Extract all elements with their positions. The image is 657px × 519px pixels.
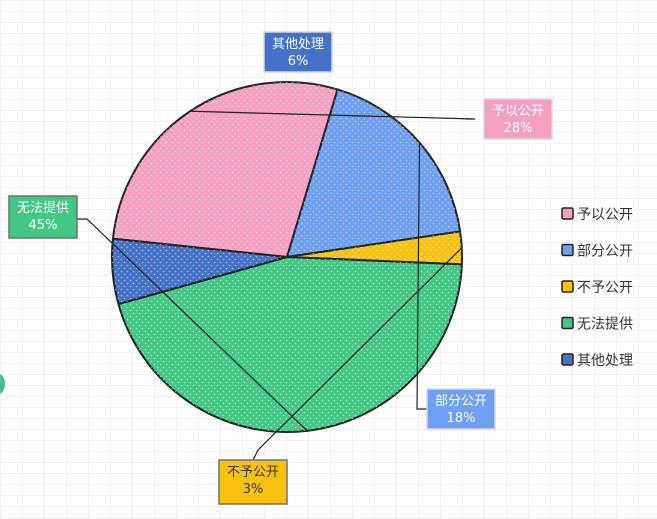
- leader-line-1: [416, 142, 427, 410]
- leader-line-2: [252, 247, 463, 461]
- data-label-value-4: 6%: [288, 54, 309, 69]
- data-label-value-3: 45%: [29, 218, 58, 233]
- side-marker: [0, 374, 5, 394]
- legend-label-2[interactable]: 不予公开: [577, 280, 633, 296]
- data-label-box-1: [426, 388, 496, 430]
- pie-slice-pattern-1: [287, 89, 461, 257]
- data-label-name-3: 无法提供: [17, 200, 69, 216]
- data-labels: 予以公开 28% 部分公开 18% 不予公开 3% 无法提供 45% 其他处理 6%: [8, 31, 553, 505]
- legend-swatch-4[interactable]: [561, 353, 574, 366]
- legend-label-0[interactable]: 予以公开: [577, 207, 633, 223]
- legend-swatch-2[interactable]: [561, 280, 574, 293]
- legend-label-1[interactable]: 部分公开: [577, 244, 633, 260]
- data-label-name-0: 予以公开: [492, 104, 544, 119]
- data-label-name-1: 部分公开: [435, 394, 487, 409]
- pie-slice-pattern-3: [118, 257, 462, 432]
- data-label-box-0: [483, 98, 553, 140]
- legend-swatch-1[interactable]: [561, 243, 574, 257]
- data-label-value-2: 3%: [243, 482, 264, 497]
- legend-swatch-3[interactable]: [561, 316, 574, 330]
- pie-slices: [111, 81, 463, 433]
- pie-slice-pattern-4: [111, 238, 287, 305]
- data-label-value-1: 18%: [447, 411, 476, 426]
- leader-lines: [77, 110, 476, 461]
- legend-label-4[interactable]: 其他处理: [577, 353, 633, 369]
- pie-slice-pattern-0: [112, 82, 338, 257]
- leader-line-3: [77, 218, 308, 432]
- data-label-box-2: [218, 459, 288, 505]
- legend-swatch-0[interactable]: [561, 207, 574, 220]
- leader-line-0: [190, 110, 476, 120]
- data-label-name-2: 不予公开: [227, 465, 279, 480]
- data-label-name-4: 其他处理: [272, 37, 324, 52]
- data-label-box-3: [8, 195, 78, 239]
- legend-label-3[interactable]: 无法提供: [577, 317, 633, 333]
- data-label-value-0: 28%: [504, 121, 533, 136]
- data-label-box-4: [263, 31, 333, 73]
